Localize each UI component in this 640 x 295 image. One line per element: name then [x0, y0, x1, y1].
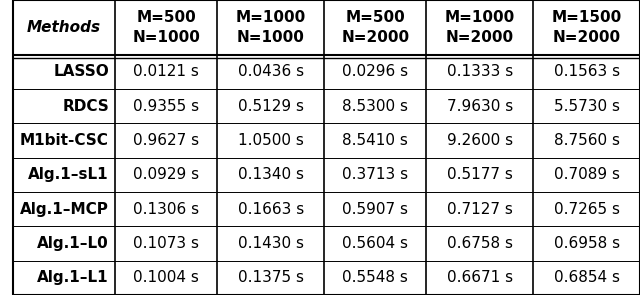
Text: Alg.1–L0: Alg.1–L0: [37, 236, 109, 251]
Text: 0.5907 s: 0.5907 s: [342, 202, 408, 217]
Text: 0.0929 s: 0.0929 s: [133, 167, 199, 182]
Text: 0.1663 s: 0.1663 s: [237, 202, 304, 217]
Text: 0.6671 s: 0.6671 s: [447, 270, 513, 285]
Text: 0.6758 s: 0.6758 s: [447, 236, 513, 251]
Text: 0.0436 s: 0.0436 s: [237, 64, 304, 79]
Text: 0.1333 s: 0.1333 s: [447, 64, 513, 79]
Text: 0.6854 s: 0.6854 s: [554, 270, 620, 285]
Text: 0.5129 s: 0.5129 s: [238, 99, 304, 114]
Text: 0.6958 s: 0.6958 s: [554, 236, 620, 251]
Text: M=500
N=1000: M=500 N=1000: [132, 10, 200, 45]
Text: RDCS: RDCS: [62, 99, 109, 114]
Text: 0.5177 s: 0.5177 s: [447, 167, 513, 182]
Text: 5.5730 s: 5.5730 s: [554, 99, 620, 114]
Text: 0.9627 s: 0.9627 s: [133, 133, 199, 148]
Text: Methods: Methods: [27, 20, 101, 35]
Text: 0.3713 s: 0.3713 s: [342, 167, 408, 182]
Text: 0.1563 s: 0.1563 s: [554, 64, 620, 79]
Text: 0.1430 s: 0.1430 s: [238, 236, 304, 251]
Text: 0.1340 s: 0.1340 s: [238, 167, 304, 182]
Text: Alg.1–MCP: Alg.1–MCP: [20, 202, 109, 217]
Text: 0.1004 s: 0.1004 s: [133, 270, 199, 285]
Text: M=1000
N=1000: M=1000 N=1000: [236, 10, 306, 45]
Text: 0.7089 s: 0.7089 s: [554, 167, 620, 182]
Text: 0.1375 s: 0.1375 s: [238, 270, 304, 285]
Text: 7.9630 s: 7.9630 s: [447, 99, 513, 114]
Text: 0.9355 s: 0.9355 s: [133, 99, 199, 114]
Text: 0.5548 s: 0.5548 s: [342, 270, 408, 285]
Text: M=1000
N=2000: M=1000 N=2000: [445, 10, 515, 45]
Text: 0.5604 s: 0.5604 s: [342, 236, 408, 251]
Text: 0.1306 s: 0.1306 s: [133, 202, 199, 217]
Text: 8.5410 s: 8.5410 s: [342, 133, 408, 148]
Text: 8.5300 s: 8.5300 s: [342, 99, 408, 114]
Text: 0.7127 s: 0.7127 s: [447, 202, 513, 217]
Text: 0.0121 s: 0.0121 s: [133, 64, 199, 79]
Text: M=1500
N=2000: M=1500 N=2000: [552, 10, 621, 45]
Text: M1bit-CSC: M1bit-CSC: [20, 133, 109, 148]
Text: 0.7265 s: 0.7265 s: [554, 202, 620, 217]
Text: 9.2600 s: 9.2600 s: [447, 133, 513, 148]
Text: 1.0500 s: 1.0500 s: [238, 133, 304, 148]
Text: 0.0296 s: 0.0296 s: [342, 64, 408, 79]
Text: Alg.1–sL1: Alg.1–sL1: [28, 167, 109, 182]
Text: 0.1073 s: 0.1073 s: [133, 236, 199, 251]
Text: 8.7560 s: 8.7560 s: [554, 133, 620, 148]
Text: M=500
N=2000: M=500 N=2000: [341, 10, 410, 45]
Text: Alg.1–L1: Alg.1–L1: [37, 270, 109, 285]
Text: LASSO: LASSO: [53, 64, 109, 79]
